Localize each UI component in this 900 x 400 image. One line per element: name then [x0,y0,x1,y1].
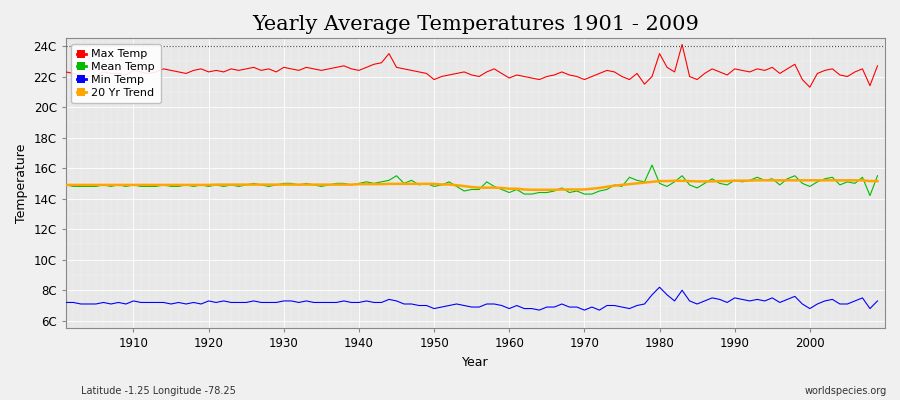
X-axis label: Year: Year [462,356,489,369]
Y-axis label: Temperature: Temperature [15,144,28,223]
Title: Yearly Average Temperatures 1901 - 2009: Yearly Average Temperatures 1901 - 2009 [252,15,699,34]
Text: Latitude -1.25 Longitude -78.25: Latitude -1.25 Longitude -78.25 [81,386,236,396]
Text: worldspecies.org: worldspecies.org [805,386,886,396]
Legend: Max Temp, Mean Temp, Min Temp, 20 Yr Trend: Max Temp, Mean Temp, Min Temp, 20 Yr Tre… [71,44,160,103]
